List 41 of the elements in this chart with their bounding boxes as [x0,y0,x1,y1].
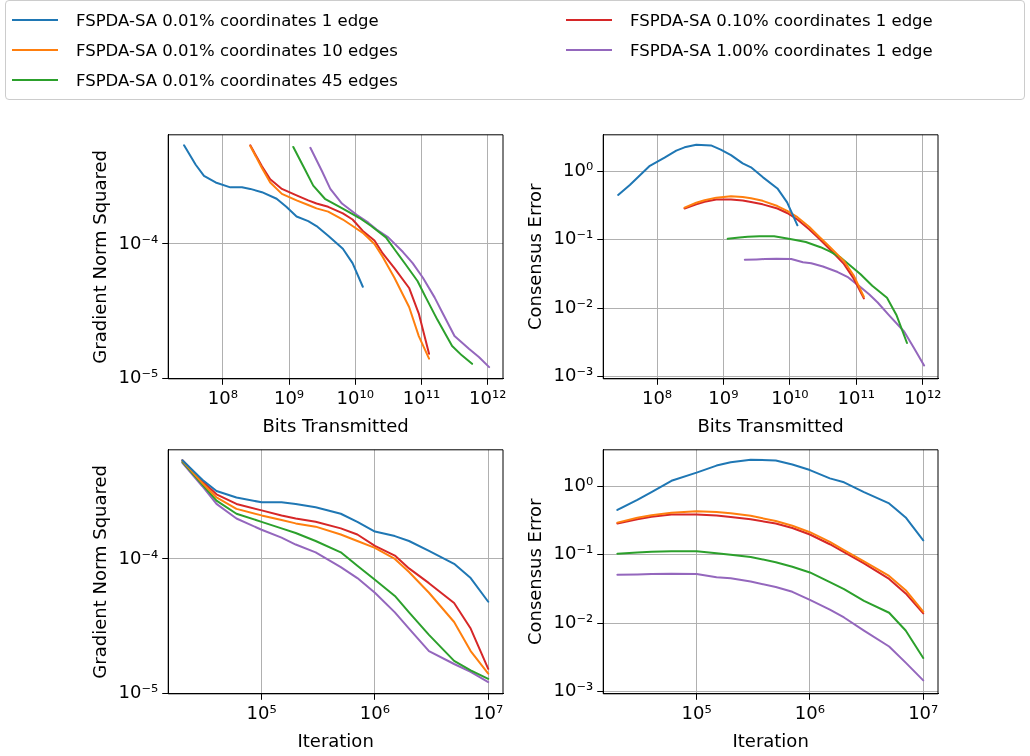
y-tick-label: 10⁻⁵ [118,365,159,387]
x-tick-label: 10¹⁰ [336,387,374,409]
x-tick-label: 10⁵ [246,702,277,724]
x-tick-label: 10¹¹ [402,387,441,409]
y-tick-label: 10⁰ [563,158,594,180]
legend-label: FSPDA-SA 1.00% coordinates 1 edge [630,40,933,60]
x-axis-title: Bits Transmitted [262,414,409,436]
y-axis-title: Gradient Norm Squared [89,149,111,364]
x-tick-label: 10¹⁰ [771,387,809,409]
x-tick-label: 10⁶ [794,702,825,724]
y-tick-label: 10⁰ [563,473,594,495]
y-tick-label: 10⁻⁵ [118,680,159,702]
y-axis-title: Gradient Norm Squared [89,464,111,679]
x-tick-label: 10⁸ [207,387,238,409]
x-tick-label: 10⁷ [908,702,939,724]
x-axis-title: Iteration [297,729,374,751]
legend-label: FSPDA-SA 0.01% coordinates 45 edges [76,70,398,90]
x-tick-label: 10¹¹ [837,387,875,409]
y-tick-label: 10⁻² [553,295,594,317]
y-tick-label: 10⁻¹ [553,227,594,249]
x-tick-label: 10⁹ [708,387,739,409]
x-tick-label: 10⁸ [641,387,673,409]
y-tick-label: 10⁻¹ [553,542,594,564]
y-axis-title: Consensus Error [524,182,546,331]
x-tick-label: 10⁷ [473,702,504,724]
legend-label: FSPDA-SA 0.10% coordinates 1 edge [630,10,933,30]
y-axis-title: Consensus Error [524,497,546,646]
y-tick-label: 10⁻⁴ [118,546,159,568]
x-axis-title: Bits Transmitted [697,414,844,436]
x-tick-label: 10¹² [904,387,942,409]
y-tick-label: 10⁻³ [553,364,594,386]
x-tick-label: 10⁵ [681,702,712,724]
x-axis-title: Iteration [732,729,809,751]
y-tick-label: 10⁻⁴ [118,231,159,253]
legend-label: FSPDA-SA 0.01% coordinates 10 edges [76,40,398,60]
x-tick-label: 10⁹ [273,387,305,409]
legend-label: FSPDA-SA 0.01% coordinates 1 edge [76,10,379,30]
x-tick-label: 10⁶ [359,702,390,724]
y-tick-label: 10⁻³ [553,679,594,701]
x-tick-label: 10¹² [469,387,507,409]
y-tick-label: 10⁻² [553,610,594,632]
